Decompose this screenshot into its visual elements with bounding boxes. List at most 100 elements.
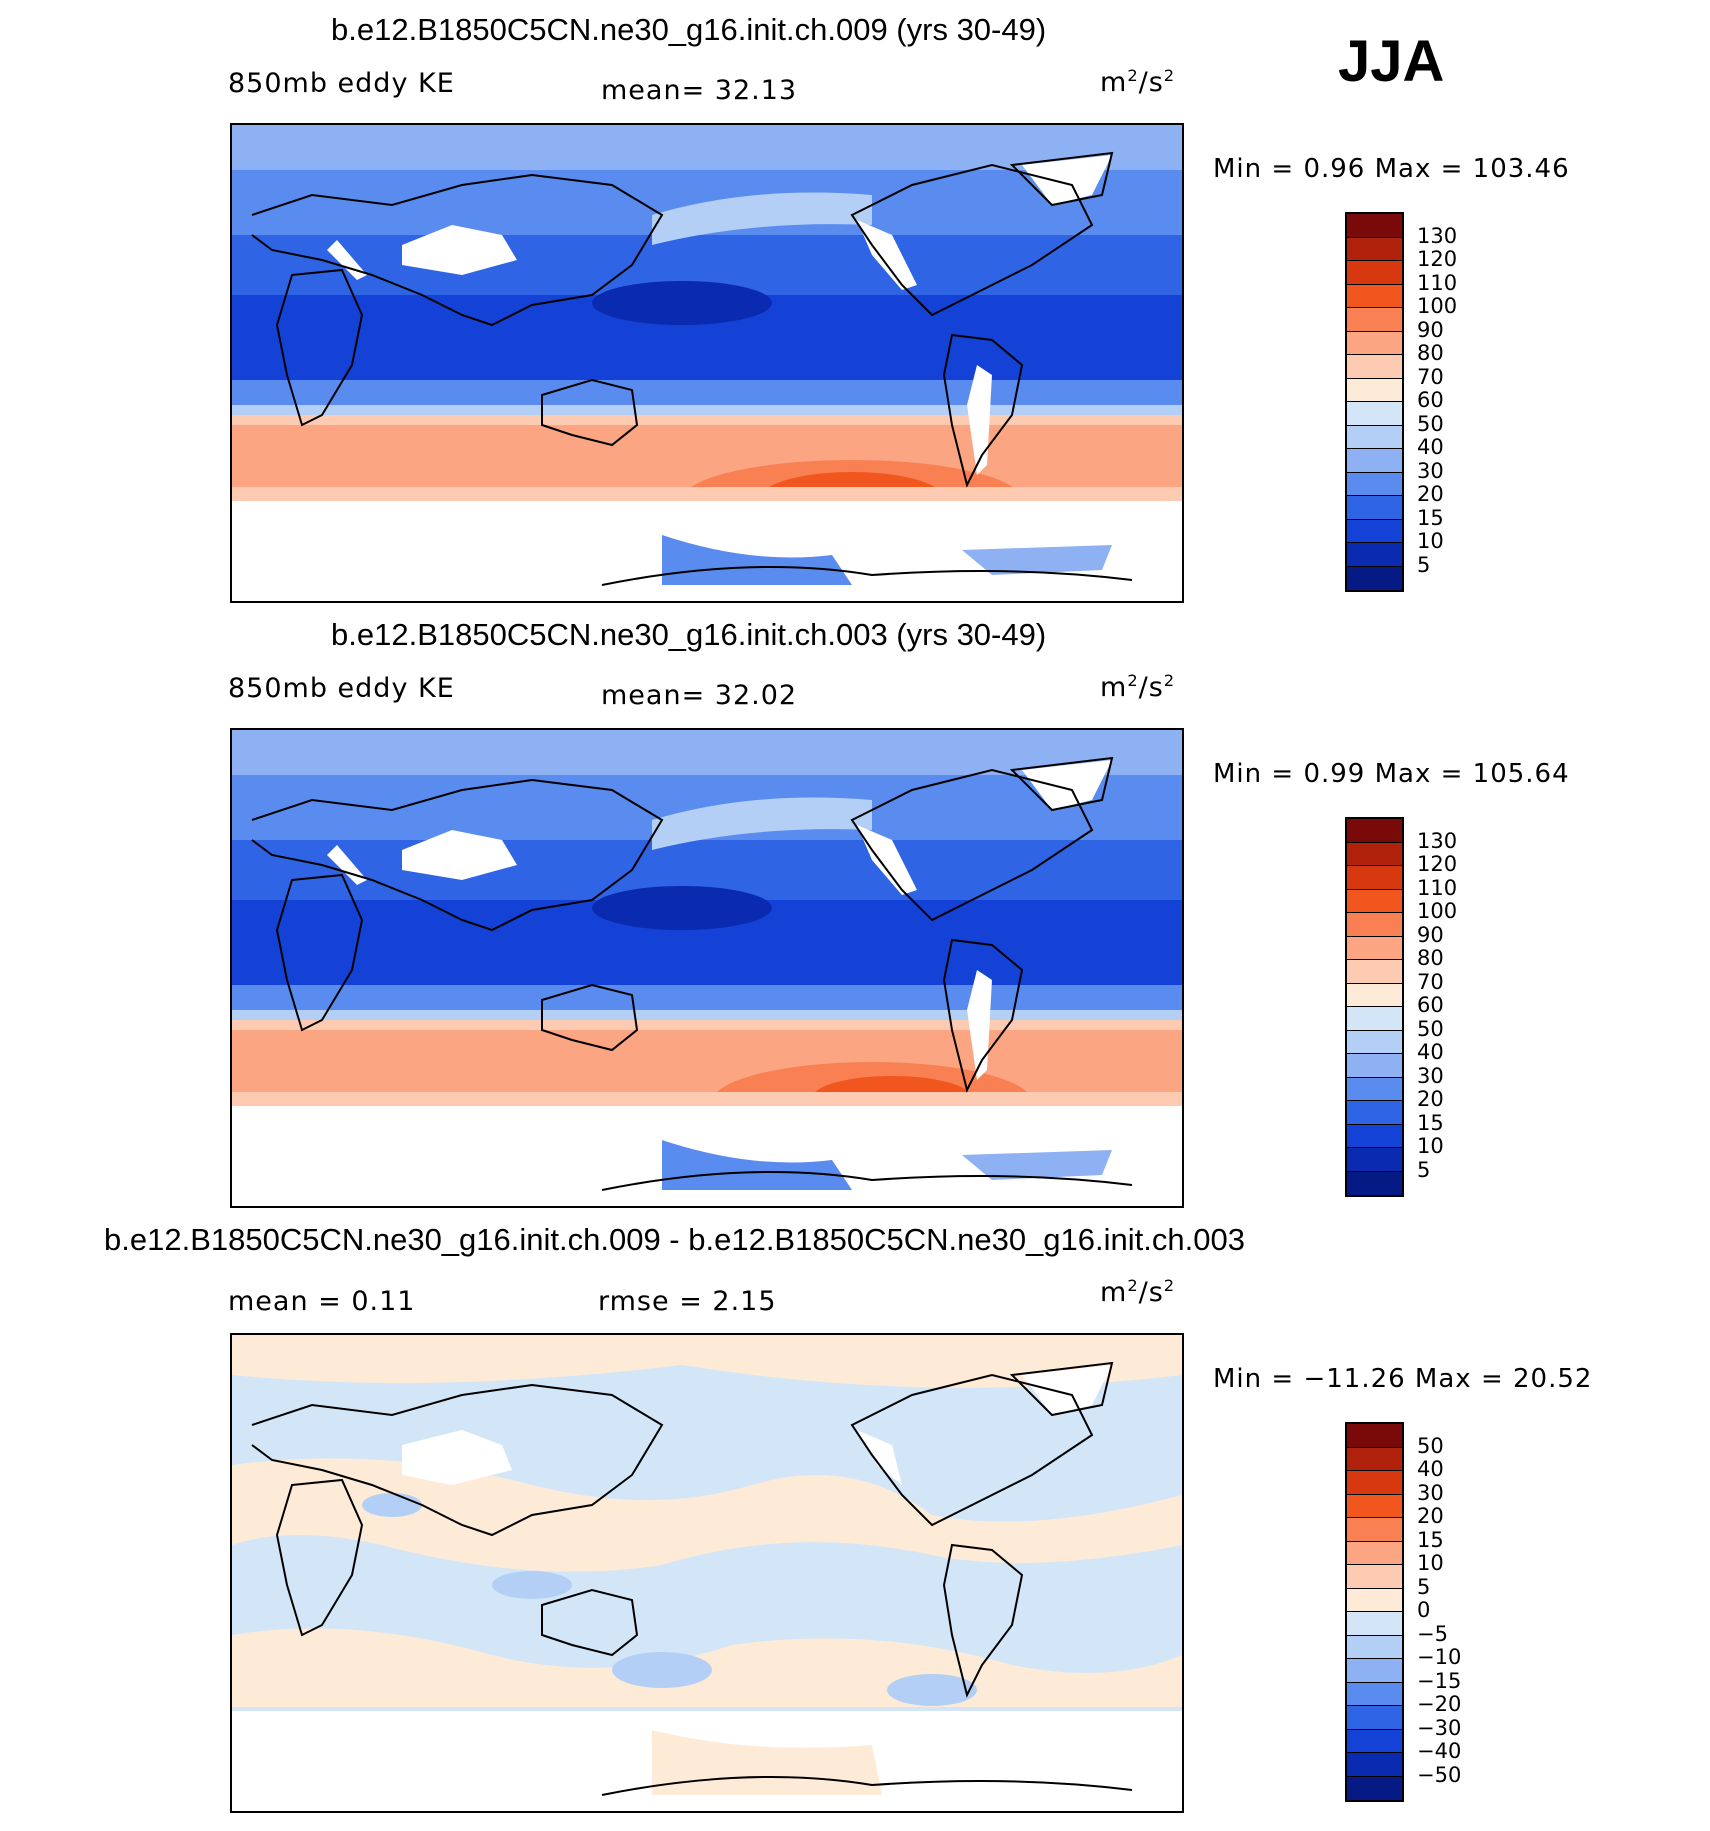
colorbar-tick-label: 60	[1417, 993, 1444, 1017]
colorbar-segment	[1347, 1424, 1402, 1448]
colorbar-segment	[1347, 378, 1402, 402]
colorbar-tick-label: 10	[1417, 1551, 1444, 1575]
colorbar-tick-label: 5	[1417, 1574, 1431, 1599]
colorbar-tick-label: 80	[1417, 946, 1444, 970]
colorbar-segment	[1347, 1565, 1402, 1589]
colorbar-tick-label: 50	[1417, 1016, 1444, 1041]
colorbar-segment	[1347, 1007, 1402, 1031]
panel-3-rmse: rmse = 2.15	[598, 1286, 777, 1317]
panel-2-title: b.e12.B1850C5CN.ne30_g16.init.ch.003 (yr…	[331, 617, 1047, 652]
colorbar-tick-label: −50	[1417, 1762, 1462, 1787]
colorbar-tick-label: 100	[1417, 294, 1458, 318]
colorbar-tick-label: 90	[1417, 317, 1444, 342]
panel-1-title: b.e12.B1850C5CN.ne30_g16.init.ch.009 (yr…	[331, 12, 1047, 47]
colorbar-tick-label: 10	[1417, 529, 1444, 553]
colorbar-tick-label: 15	[1417, 1527, 1444, 1552]
panel-2-variable: 850mb eddy KE	[228, 673, 455, 704]
colorbar-tick-label: 10	[1417, 1134, 1444, 1158]
panel-2-colorbar	[1345, 817, 1404, 1197]
colorbar-segment	[1347, 237, 1402, 261]
colorbar-segment	[1347, 866, 1402, 890]
colorbar-segment	[1347, 1054, 1402, 1078]
colorbar-segment	[1347, 472, 1402, 496]
colorbar-segment	[1347, 1518, 1402, 1542]
colorbar-tick-label: 30	[1417, 1480, 1444, 1505]
colorbar-tick-label: 50	[1417, 411, 1444, 436]
colorbar-segment	[1347, 1471, 1402, 1495]
colorbar-segment	[1347, 519, 1402, 543]
colorbar-tick-label: 70	[1417, 969, 1444, 994]
colorbar-tick-label: 80	[1417, 341, 1444, 365]
panel-3-mean: mean = 0.11	[228, 1286, 416, 1317]
colorbar-segment	[1347, 261, 1402, 285]
colorbar-segment	[1347, 449, 1402, 473]
colorbar-segment	[1347, 496, 1402, 520]
colorbar-segment	[1347, 1588, 1402, 1612]
colorbar-segment	[1347, 842, 1402, 866]
colorbar-segment	[1347, 1729, 1402, 1753]
panel-3-units: m2/s2	[1100, 1276, 1176, 1308]
colorbar-tick-label: 110	[1417, 270, 1458, 295]
colorbar-segment	[1347, 1171, 1402, 1195]
colorbar-tick-label: 60	[1417, 388, 1444, 412]
colorbar-tick-label: −20	[1417, 1692, 1462, 1716]
colorbar-segment	[1347, 1541, 1402, 1565]
panel-3-map	[230, 1333, 1184, 1813]
colorbar-segment	[1347, 1101, 1402, 1125]
colorbar-tick-label: 15	[1417, 505, 1444, 530]
colorbar-segment	[1347, 936, 1402, 960]
colorbar-segment	[1347, 355, 1402, 379]
colorbar-segment	[1347, 1753, 1402, 1777]
colorbar-tick-label: 130	[1417, 223, 1458, 248]
colorbar-segment	[1347, 1635, 1402, 1659]
colorbar-segment	[1347, 1494, 1402, 1518]
panel-1-minmax: Min = 0.96 Max = 103.46	[1213, 154, 1570, 184]
panel-3-minmax: Min = −11.26 Max = 20.52	[1213, 1364, 1593, 1394]
colorbar-tick-label: −10	[1417, 1645, 1462, 1669]
colorbar-segment	[1347, 1148, 1402, 1172]
colorbar-segment	[1347, 983, 1402, 1007]
colorbar-segment	[1347, 1682, 1402, 1706]
colorbar-segment	[1347, 543, 1402, 567]
panel-2-units: m2/s2	[1100, 671, 1176, 703]
colorbar-tick-label: 40	[1417, 1457, 1444, 1481]
colorbar-segment	[1347, 1776, 1402, 1800]
colorbar-tick-label: 130	[1417, 828, 1458, 853]
colorbar-segment	[1347, 1447, 1402, 1471]
colorbar-tick-label: 0	[1417, 1598, 1431, 1622]
colorbar-tick-label: 15	[1417, 1110, 1444, 1135]
colorbar-segment	[1347, 331, 1402, 355]
colorbar-segment	[1347, 913, 1402, 937]
colorbar-tick-label: −15	[1417, 1668, 1462, 1693]
colorbar-tick-label: −5	[1417, 1621, 1448, 1646]
colorbar-tick-label: −30	[1417, 1715, 1462, 1740]
panel-1-map	[230, 123, 1184, 603]
colorbar-tick-label: 5	[1417, 552, 1431, 577]
panel-1-variable: 850mb eddy KE	[228, 68, 455, 99]
colorbar-tick-label: 30	[1417, 458, 1444, 483]
colorbar-segment	[1347, 1030, 1402, 1054]
panel-2-map	[230, 728, 1184, 1208]
colorbar-segment	[1347, 819, 1402, 843]
colorbar-tick-label: 20	[1417, 482, 1444, 506]
colorbar-segment	[1347, 402, 1402, 426]
colorbar-tick-label: 50	[1417, 1433, 1444, 1458]
colorbar-tick-label: 100	[1417, 899, 1458, 923]
colorbar-segment	[1347, 1077, 1402, 1101]
colorbar-tick-label: 30	[1417, 1063, 1444, 1088]
panel-2-mean: mean= 32.02	[601, 680, 798, 711]
colorbar-tick-label: 120	[1417, 852, 1458, 876]
colorbar-tick-label: 110	[1417, 875, 1458, 900]
colorbar-segment	[1347, 1659, 1402, 1683]
colorbar-tick-label: 120	[1417, 247, 1458, 271]
panel-1-mean: mean= 32.13	[601, 75, 798, 106]
colorbar-tick-label: 20	[1417, 1087, 1444, 1111]
colorbar-segment	[1347, 214, 1402, 238]
colorbar-segment	[1347, 1706, 1402, 1730]
colorbar-segment	[1347, 308, 1402, 332]
colorbar-segment	[1347, 960, 1402, 984]
panel-3-title: b.e12.B1850C5CN.ne30_g16.init.ch.009 - b…	[104, 1222, 1245, 1257]
colorbar-segment	[1347, 284, 1402, 308]
colorbar-segment	[1347, 566, 1402, 590]
season-label: JJA	[1338, 29, 1445, 94]
